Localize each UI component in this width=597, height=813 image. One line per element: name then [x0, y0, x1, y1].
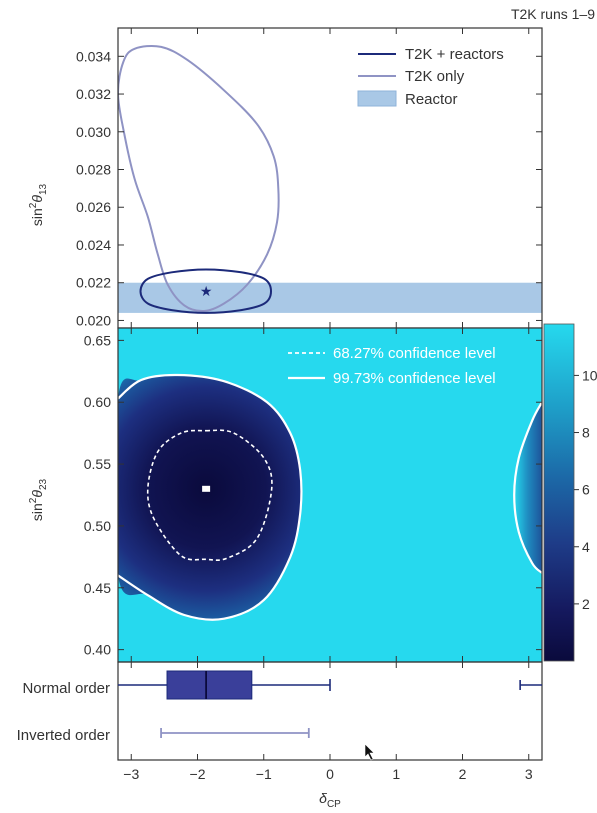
- middle-y-ticks: 0.40 0.45 0.50 0.55 0.60 0.65: [84, 332, 542, 658]
- t2k-reactors-contour: [139, 268, 273, 314]
- chart-title: T2K runs 1–9: [511, 6, 595, 22]
- category-normal-order: Normal order: [22, 680, 110, 697]
- colorbar-tick-label: 6: [582, 482, 590, 498]
- x-tick-label: −2: [190, 766, 206, 782]
- normal-order-box: [166, 670, 253, 700]
- t2k-only-contour: [118, 44, 280, 313]
- colorbar: 2 4 6 8 10: [543, 323, 597, 662]
- legend-label-combined: T2K + reactors: [405, 46, 504, 63]
- contour-99-73-left: [118, 373, 303, 621]
- top-y-tick-label: 0.032: [76, 86, 111, 102]
- top-y-tick-label: 0.020: [76, 312, 111, 328]
- best-fit-star-icon: ★: [200, 283, 213, 299]
- legend-label-68: 68.27% confidence level: [333, 345, 496, 362]
- legend-label-997: 99.73% confidence level: [333, 370, 496, 387]
- top-y-tick-label: 0.030: [76, 124, 111, 140]
- top-y-tick-label: 0.028: [76, 162, 111, 178]
- middle-y-tick-label: 0.50: [84, 518, 111, 534]
- x-axis-label: δCP: [319, 790, 341, 810]
- colorbar-strip: [544, 324, 574, 661]
- top-y-ticks: 0.020 0.022 0.024 0.026 0.028 0.030 0.032 0.034: [76, 48, 542, 328]
- top-y-tick-label: 0.034: [76, 48, 111, 64]
- contour-99-73-right: [513, 401, 542, 574]
- category-inverted-order: Inverted order: [17, 727, 110, 744]
- x-tick-label: 3: [525, 766, 533, 782]
- legend-label-t2k-only: T2K only: [405, 68, 465, 85]
- colorbar-frame: [543, 323, 575, 662]
- middle-y-tick-label: 0.55: [84, 456, 111, 472]
- top-y-tick-label: 0.024: [76, 237, 111, 253]
- middle-y-tick-label: 0.45: [84, 580, 111, 596]
- contour-68-27: [146, 429, 273, 561]
- x-tick-label: −1: [256, 766, 272, 782]
- x-tick-label: −3: [123, 766, 139, 782]
- colorbar-tick-label: 8: [582, 425, 590, 441]
- middle-legend: 68.27% confidence level 99.73% confidenc…: [288, 345, 496, 387]
- reactor-band: [118, 282, 542, 313]
- middle-x-ticks: [130, 328, 530, 662]
- x-tick-label: 1: [392, 766, 400, 782]
- colorbar-ticks: 2 4 6 8 10: [574, 367, 597, 612]
- x-tick-label: 0: [326, 766, 334, 782]
- heatmap-region-right: [514, 402, 542, 573]
- x-tick-label: 2: [459, 766, 467, 782]
- middle-panel: 0.40 0.45 0.50 0.55 0.60 0.65 sin2θ23 68.27% …: [28, 327, 543, 663]
- colorbar-tick-label: 4: [582, 539, 590, 555]
- best-fit-marker: [202, 485, 211, 492]
- top-y-tick-label: 0.022: [76, 275, 111, 291]
- legend-label-reactor: Reactor: [405, 91, 458, 108]
- mouse-cursor-icon: [364, 743, 375, 761]
- bottom-panel: Normal order Inverted order −3 −2 −1 0 1 2 3 δ…: [17, 661, 543, 810]
- legend-swatch-reactor: [357, 90, 397, 107]
- middle-y-axis-label: sin2θ23: [28, 478, 49, 521]
- middle-y-tick-label: 0.65: [84, 332, 111, 348]
- middle-y-tick-label: 0.60: [84, 394, 111, 410]
- top-x-ticks: [130, 28, 530, 328]
- top-legend: T2K + reactors T2K only Reactor: [357, 46, 504, 108]
- heatmap-region-left: [118, 374, 302, 620]
- bottom-x-ticks: −3 −2 −1 0 1 2 3: [123, 662, 533, 782]
- middle-y-tick-label: 0.40: [84, 642, 111, 658]
- top-panel: ★ 0.0200.0220.0240.0260.0280.0300.0320.0…: [28, 27, 543, 329]
- colorbar-tick-label: 2: [582, 596, 590, 612]
- top-y-tick-label: 0.026: [76, 199, 111, 215]
- top-y-axis-label: sin2θ13: [28, 183, 49, 226]
- colorbar-tick-label: 10: [582, 367, 597, 383]
